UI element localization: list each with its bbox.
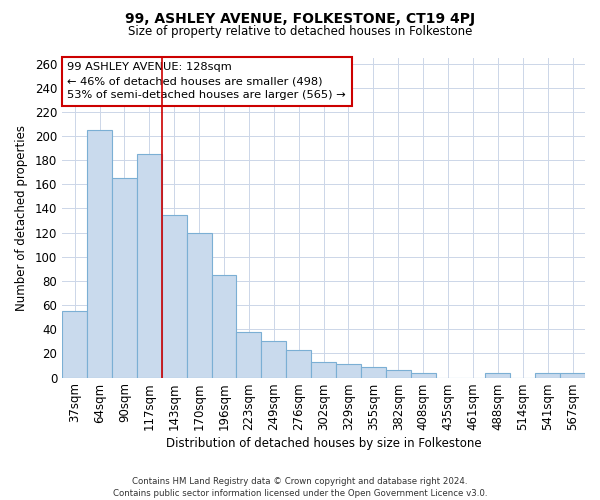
Bar <box>137 154 162 378</box>
Bar <box>535 372 560 378</box>
Bar <box>286 350 311 378</box>
Bar <box>212 275 236 378</box>
Bar <box>187 232 212 378</box>
Y-axis label: Number of detached properties: Number of detached properties <box>15 124 28 310</box>
Text: Contains HM Land Registry data © Crown copyright and database right 2024.
Contai: Contains HM Land Registry data © Crown c… <box>113 476 487 498</box>
Bar <box>87 130 112 378</box>
X-axis label: Distribution of detached houses by size in Folkestone: Distribution of detached houses by size … <box>166 437 481 450</box>
Text: Size of property relative to detached houses in Folkestone: Size of property relative to detached ho… <box>128 25 472 38</box>
Bar <box>361 366 386 378</box>
Text: 99, ASHLEY AVENUE, FOLKESTONE, CT19 4PJ: 99, ASHLEY AVENUE, FOLKESTONE, CT19 4PJ <box>125 12 475 26</box>
Bar <box>236 332 262 378</box>
Bar <box>262 342 286 378</box>
Bar <box>485 372 511 378</box>
Bar <box>336 364 361 378</box>
Bar <box>62 311 87 378</box>
Text: 99 ASHLEY AVENUE: 128sqm
← 46% of detached houses are smaller (498)
53% of semi-: 99 ASHLEY AVENUE: 128sqm ← 46% of detach… <box>67 62 346 100</box>
Bar <box>560 372 585 378</box>
Bar <box>162 214 187 378</box>
Bar <box>411 372 436 378</box>
Bar <box>386 370 411 378</box>
Bar <box>311 362 336 378</box>
Bar <box>112 178 137 378</box>
